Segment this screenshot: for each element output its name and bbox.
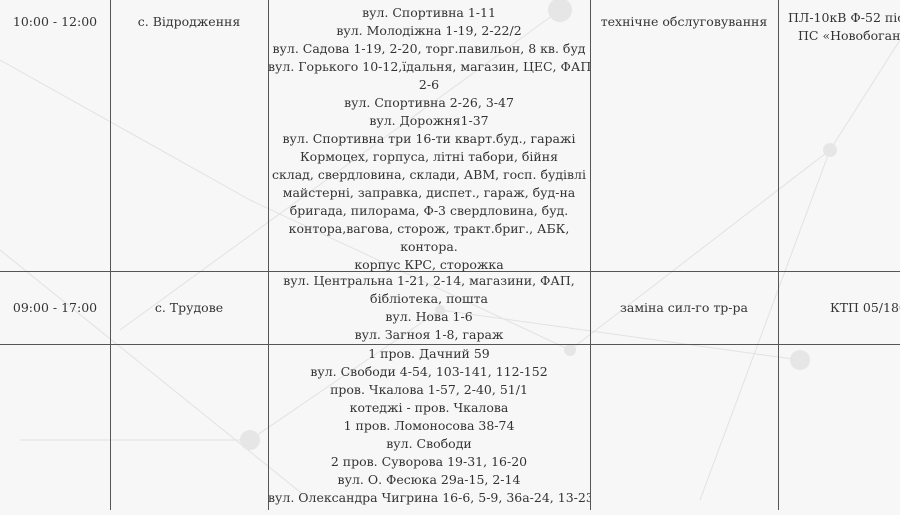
address-line: пров. Чкалова 1-57, 2-40, 51/1: [330, 382, 528, 397]
address-line: 1 пров. Ломоносова 38-74: [343, 418, 515, 433]
address-line: 1 пров. Дачний 59: [368, 346, 490, 361]
address-line: Кормоцех, горпуса, літні табори, бійня: [300, 149, 558, 164]
row-divider: [0, 271, 900, 272]
address-line: вул. Загноя 1-8, гараж: [354, 327, 504, 342]
object-line: ПЛ-10кВ Ф-52 післ: [788, 10, 900, 25]
object-cell: КТП 05/186: [778, 272, 900, 344]
addresses-cell: 1 пров. Дачний 59 вул. Свободи 4-54, 103…: [268, 345, 590, 515]
address-line: 2 пров. Суворова 19-31, 16-20: [330, 454, 528, 469]
column-divider: [110, 0, 111, 510]
address-line: бригада, пилорама, Ф-3 свердловина, буд.: [289, 203, 569, 218]
address-line: котеджі - пров. Чкалова: [349, 400, 509, 415]
address-line: вул. Садова 1-19, 2-20, торг.павильон, 8…: [272, 41, 586, 56]
village-cell: с. Трудове: [154, 300, 224, 315]
address-line: вул. Горького 10-12,їдальня, магазин, ЦЕ…: [268, 59, 590, 74]
village-cell: с. Відродження: [137, 14, 241, 29]
address-line: вул. Молодіжна 1-19, 2-22/2: [336, 23, 522, 38]
address-line: вул. Свободи 4-54, 103-141, 112-152: [310, 364, 548, 379]
column-divider: [268, 0, 269, 510]
address-line: вул. Дорожня1-37: [369, 113, 489, 128]
address-line: вул. Спортивна три 16-ти кварт.буд., гар…: [282, 131, 576, 146]
address-line: вул. Спортивна 1-11: [362, 5, 496, 20]
address-line: вул. Свободи: [386, 436, 472, 451]
address-line: корпус КРС, сторожка: [354, 257, 504, 272]
row-divider: [0, 344, 900, 345]
column-divider: [778, 0, 779, 510]
address-line: контора,вагова, сторож, тракт.бриг., АБК…: [288, 221, 570, 236]
object-line: КТП 05/186: [830, 300, 900, 315]
address-line: вул. Центральна 1-21, 2-14, магазини, ФА…: [283, 273, 575, 288]
work-type-cell: технічне обслуговування: [600, 14, 768, 29]
address-line: бібліотека, пошта: [370, 291, 488, 306]
object-cell: ПЛ-10кВ Ф-52 післ ПС «Новобоган: [778, 4, 900, 50]
address-line: контора.: [400, 239, 458, 254]
address-line: вул. О. Фесюка 29а-15, 2-14: [337, 472, 521, 487]
column-divider: [590, 0, 591, 510]
address-line: вул. Спортивна 2-26, 3-47: [344, 95, 514, 110]
address-line: вул. Нова 1-6: [385, 309, 473, 324]
address-line: склад, свердловина, склади, АВМ, госп. б…: [271, 167, 587, 182]
time-cell: 10:00 - 12:00: [12, 14, 98, 29]
addresses-cell: вул. Спортивна 1-11 вул. Молодіжна 1-19,…: [268, 4, 590, 274]
object-line: ПС «Новобоган: [798, 28, 900, 43]
address-line: вул. Олександра Чигрина 16-6, 5-9, 36а-2…: [268, 490, 590, 505]
address-line: 2-6: [418, 77, 440, 92]
time-cell: 09:00 - 17:00: [12, 300, 98, 315]
address-line: майстерні, заправка, диспет., гараж, буд…: [282, 185, 576, 200]
work-type-cell: заміна сил-го тр-ра: [620, 300, 748, 315]
addresses-cell: вул. Центральна 1-21, 2-14, магазини, ФА…: [268, 272, 590, 344]
